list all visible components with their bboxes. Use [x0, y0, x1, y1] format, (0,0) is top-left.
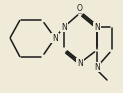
Text: N: N	[94, 62, 100, 72]
Text: N: N	[61, 23, 67, 32]
Text: N: N	[94, 23, 100, 32]
Text: N: N	[52, 33, 58, 43]
Text: N: N	[77, 58, 83, 68]
Text: O: O	[77, 4, 83, 12]
